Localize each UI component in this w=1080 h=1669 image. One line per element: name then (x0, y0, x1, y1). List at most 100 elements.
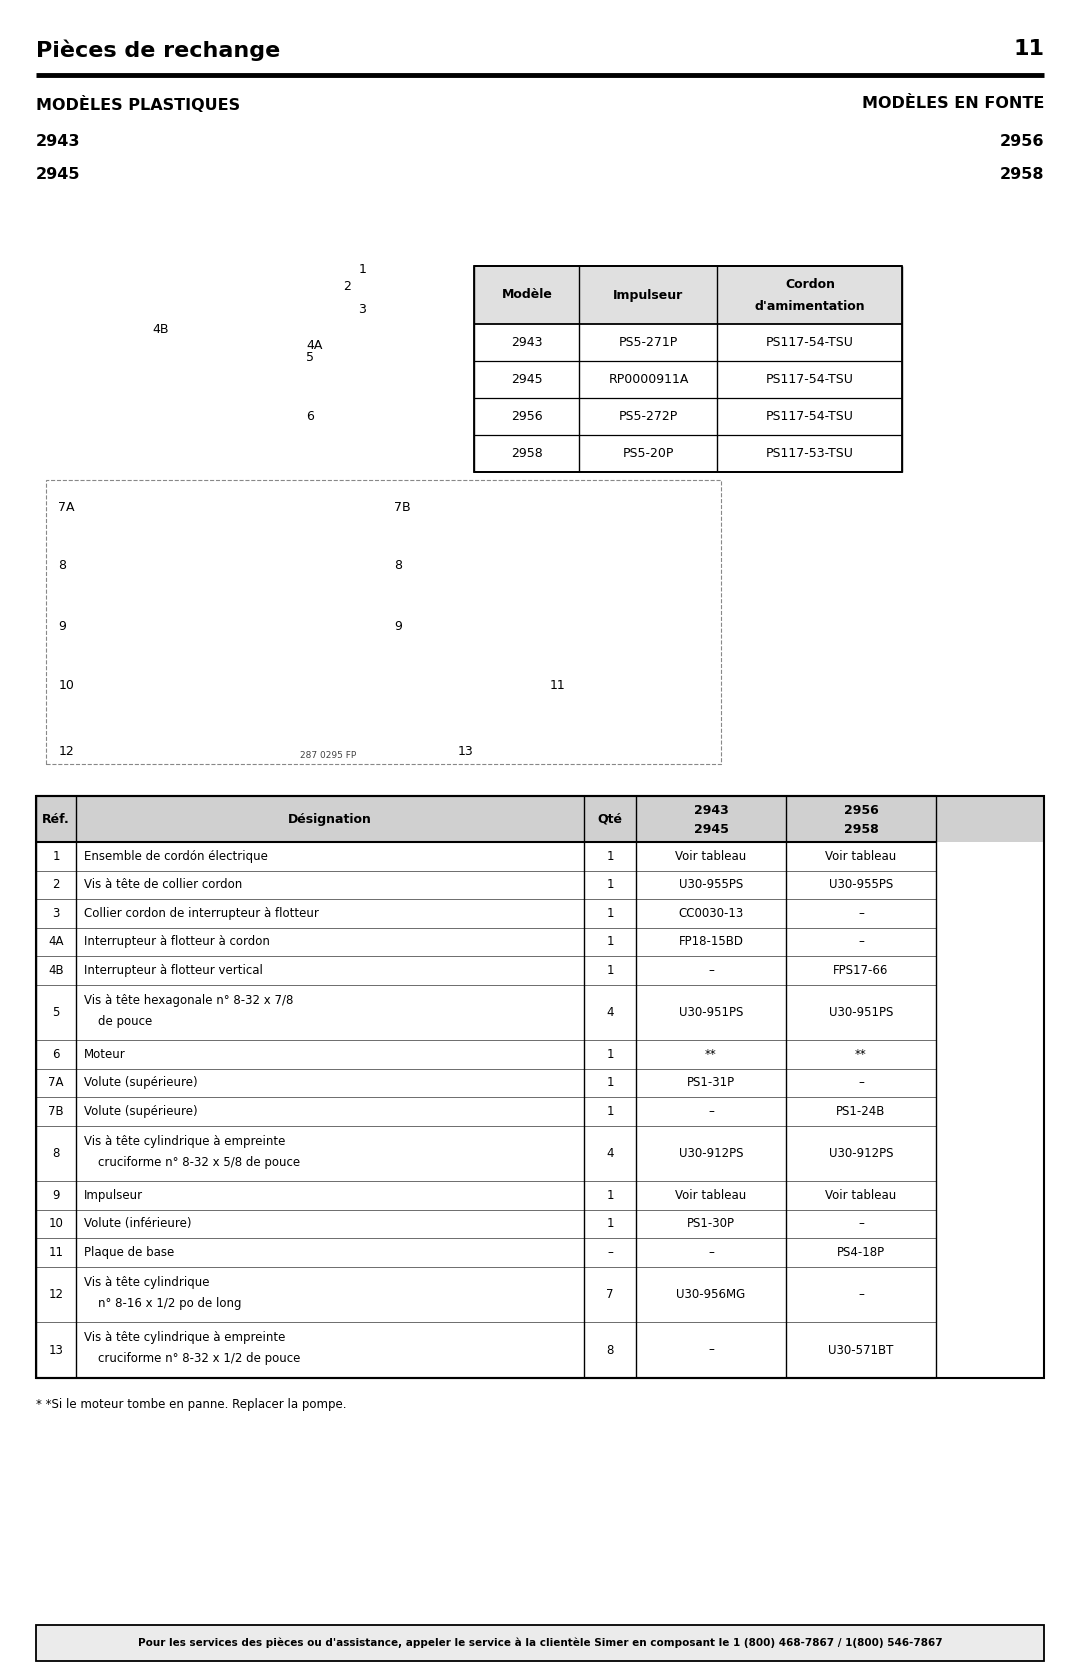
Text: n° 8-16 x 1/2 po de long: n° 8-16 x 1/2 po de long (98, 1297, 242, 1310)
Text: Voir tableau: Voir tableau (675, 1188, 746, 1202)
Bar (36, 204, 1044, 774)
Text: 13: 13 (49, 1344, 64, 1357)
Text: 1: 1 (606, 1188, 613, 1202)
Text: –: – (859, 1217, 864, 1230)
Text: MODÈLES EN FONTE: MODÈLES EN FONTE (862, 97, 1044, 112)
Text: PS1-24B: PS1-24B (836, 1105, 886, 1118)
Text: 2: 2 (52, 878, 59, 891)
Text: 1: 1 (359, 264, 366, 275)
Text: 2956: 2956 (843, 803, 878, 816)
Text: U30-912PS: U30-912PS (828, 1147, 893, 1160)
Text: 11: 11 (49, 1245, 64, 1258)
Text: Réf.: Réf. (42, 813, 70, 826)
Bar (36, 796, 1044, 841)
Text: –: – (708, 963, 714, 976)
Text: 12: 12 (49, 1288, 64, 1300)
Text: 5: 5 (52, 1006, 59, 1018)
Text: **: ** (705, 1048, 717, 1061)
Text: 287 0295 FP: 287 0295 FP (300, 751, 356, 759)
Text: PS117-54-TSU: PS117-54-TSU (766, 372, 854, 386)
Text: 9: 9 (58, 621, 66, 634)
Text: –: – (708, 1344, 714, 1357)
Text: Volute (supérieure): Volute (supérieure) (84, 1077, 198, 1090)
Text: 2: 2 (343, 280, 351, 294)
Text: 1: 1 (606, 1105, 613, 1118)
Text: 6: 6 (52, 1048, 59, 1061)
Text: U30-951PS: U30-951PS (679, 1006, 743, 1018)
Text: Cordon: Cordon (785, 277, 835, 290)
Text: Volute (inférieure): Volute (inférieure) (84, 1217, 191, 1230)
Text: MODÈLES PLASTIQUES: MODÈLES PLASTIQUES (36, 97, 240, 113)
Text: 2943: 2943 (511, 335, 543, 349)
Text: 2945: 2945 (36, 167, 81, 182)
Text: 7: 7 (606, 1288, 613, 1300)
Text: Désignation: Désignation (288, 813, 372, 826)
Text: 6: 6 (306, 409, 314, 422)
Text: Voir tableau: Voir tableau (675, 850, 746, 863)
Text: cruciforme n° 8-32 x 5/8 de pouce: cruciforme n° 8-32 x 5/8 de pouce (98, 1155, 300, 1168)
Text: 2943: 2943 (36, 134, 81, 149)
Text: 1: 1 (606, 878, 613, 891)
Text: 4B: 4B (49, 963, 64, 976)
Text: FP18-15BD: FP18-15BD (678, 935, 743, 948)
Text: Vis à tête cylindrique: Vis à tête cylindrique (84, 1275, 210, 1288)
Text: Vis à tête cylindrique à empreinte: Vis à tête cylindrique à empreinte (84, 1135, 285, 1148)
Text: Plaque de base: Plaque de base (84, 1245, 174, 1258)
Text: 11: 11 (550, 679, 566, 693)
Text: 1: 1 (606, 1217, 613, 1230)
Text: Volute (supérieure): Volute (supérieure) (84, 1105, 198, 1118)
Text: 10: 10 (58, 679, 75, 693)
Text: 2945: 2945 (693, 823, 728, 836)
Text: 4: 4 (606, 1147, 613, 1160)
Text: 4: 4 (606, 1006, 613, 1018)
Bar (474, 265, 903, 472)
Text: 8: 8 (58, 559, 66, 572)
Text: PS117-54-TSU: PS117-54-TSU (766, 335, 854, 349)
Text: 12: 12 (58, 744, 73, 758)
Text: 13: 13 (457, 744, 473, 758)
Text: PS5-272P: PS5-272P (619, 411, 678, 422)
Text: Modèle: Modèle (501, 289, 552, 302)
Text: Interrupteur à flotteur à cordon: Interrupteur à flotteur à cordon (84, 935, 270, 948)
Text: –: – (859, 906, 864, 920)
Text: 7A: 7A (58, 501, 75, 514)
Text: 1: 1 (606, 935, 613, 948)
Text: U30-951PS: U30-951PS (828, 1006, 893, 1018)
Text: PS1-30P: PS1-30P (687, 1217, 735, 1230)
Text: Interrupteur à flotteur vertical: Interrupteur à flotteur vertical (84, 963, 262, 976)
Text: –: – (859, 935, 864, 948)
Text: 7B: 7B (394, 501, 410, 514)
Text: U30-956MG: U30-956MG (676, 1288, 745, 1300)
Text: 1: 1 (606, 1048, 613, 1061)
Text: 1: 1 (606, 850, 613, 863)
Bar (46, 481, 721, 764)
Text: 2958: 2958 (999, 167, 1044, 182)
Text: 1: 1 (52, 850, 59, 863)
Text: FPS17-66: FPS17-66 (834, 963, 889, 976)
Bar (36, 796, 1044, 1379)
Text: 5: 5 (306, 352, 314, 364)
Text: 4A: 4A (306, 339, 323, 352)
Text: PS5-271P: PS5-271P (619, 335, 678, 349)
Text: Pour les services des pièces ou d'assistance, appeler le service à la clientèle : Pour les services des pièces ou d'assist… (137, 1637, 943, 1649)
Text: U30-912PS: U30-912PS (678, 1147, 743, 1160)
Text: de pouce: de pouce (98, 1015, 152, 1028)
Text: 3: 3 (359, 304, 366, 315)
Text: PS4-18P: PS4-18P (837, 1245, 886, 1258)
Text: PS117-54-TSU: PS117-54-TSU (766, 411, 854, 422)
Text: 10: 10 (49, 1217, 64, 1230)
Text: Vis à tête hexagonale n° 8-32 x 7/8: Vis à tête hexagonale n° 8-32 x 7/8 (84, 993, 294, 1006)
Text: CC0030-13: CC0030-13 (678, 906, 744, 920)
Text: –: – (859, 1077, 864, 1090)
Text: 2945: 2945 (511, 372, 543, 386)
Text: * *Si le moteur tombe en panne. Replacer la pompe.: * *Si le moteur tombe en panne. Replacer… (36, 1399, 347, 1410)
Text: 4A: 4A (49, 935, 64, 948)
Text: 2956: 2956 (999, 134, 1044, 149)
Text: cruciforme n° 8-32 x 1/2 de pouce: cruciforme n° 8-32 x 1/2 de pouce (98, 1352, 300, 1365)
Text: PS1-31P: PS1-31P (687, 1077, 735, 1090)
Text: PS117-53-TSU: PS117-53-TSU (766, 447, 854, 461)
Text: –: – (607, 1245, 613, 1258)
Text: –: – (859, 1288, 864, 1300)
Text: Vis à tête de collier cordon: Vis à tête de collier cordon (84, 878, 242, 891)
Text: 8: 8 (606, 1344, 613, 1357)
